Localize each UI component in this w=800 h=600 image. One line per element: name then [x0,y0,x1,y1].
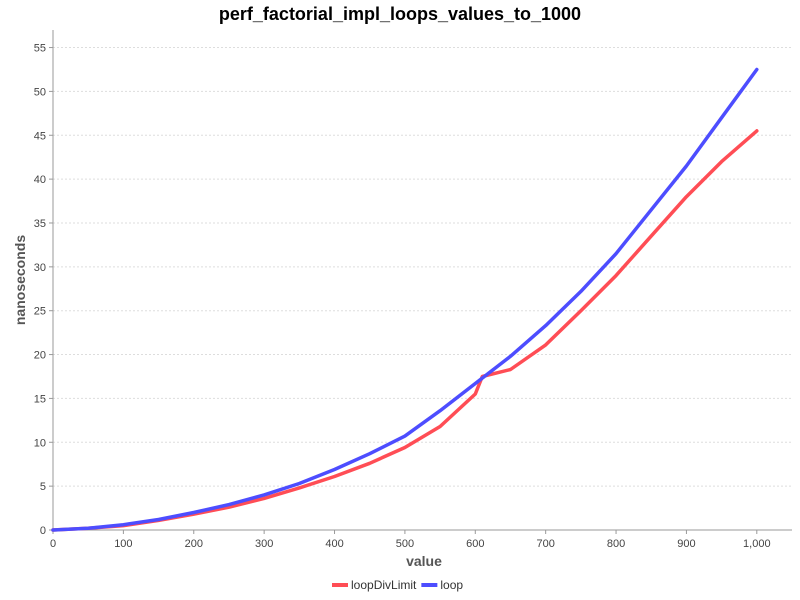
series-line-loop [51,67,759,532]
y-tick-label: 15 [34,393,46,405]
y-tick-label: 45 [34,130,46,142]
y-tick-label: 40 [34,174,46,186]
x-tick-label: 100 [114,538,132,550]
x-axis-label: value [406,553,442,569]
series-lines [51,67,759,532]
grid-lines [53,47,792,487]
x-tick-label: 200 [185,538,203,550]
axes: 0 5 10 15 20 25 30 35 40 45 50 55 0 100 200 300 400 500 60… [34,30,792,550]
x-tick-label: 600 [466,538,484,550]
y-tick-label: 50 [34,86,46,98]
x-tick-label: 0 [50,538,56,550]
x-tick-label: 400 [325,538,343,550]
legend-label-loopDivLimit: loopDivLimit [351,578,417,592]
y-tick-label: 55 [34,43,46,55]
y-tick-label: 10 [34,437,46,449]
x-tick-label: 1,000 [743,538,771,550]
y-tick-label: 35 [34,218,46,230]
x-tick-label: 900 [677,538,695,550]
y-tick-label: 20 [34,350,46,362]
x-tick-label: 700 [536,538,554,550]
x-tick-label: 800 [607,538,625,550]
x-tick-label: 300 [255,538,273,550]
y-tick-label: 30 [34,262,46,274]
series-line-loopDivLimit [51,129,759,532]
legend-label-loop: loop [440,578,463,592]
x-tick-label: 500 [396,538,414,550]
y-axis-label: nanoseconds [12,235,28,325]
y-tick-label: 0 [40,525,46,537]
legend: loopDivLimit loop [332,578,463,592]
chart-title: perf_factorial_impl_loops_values_to_1000 [219,4,581,24]
y-tick-label: 25 [34,306,46,318]
y-tick-label: 5 [40,481,46,493]
